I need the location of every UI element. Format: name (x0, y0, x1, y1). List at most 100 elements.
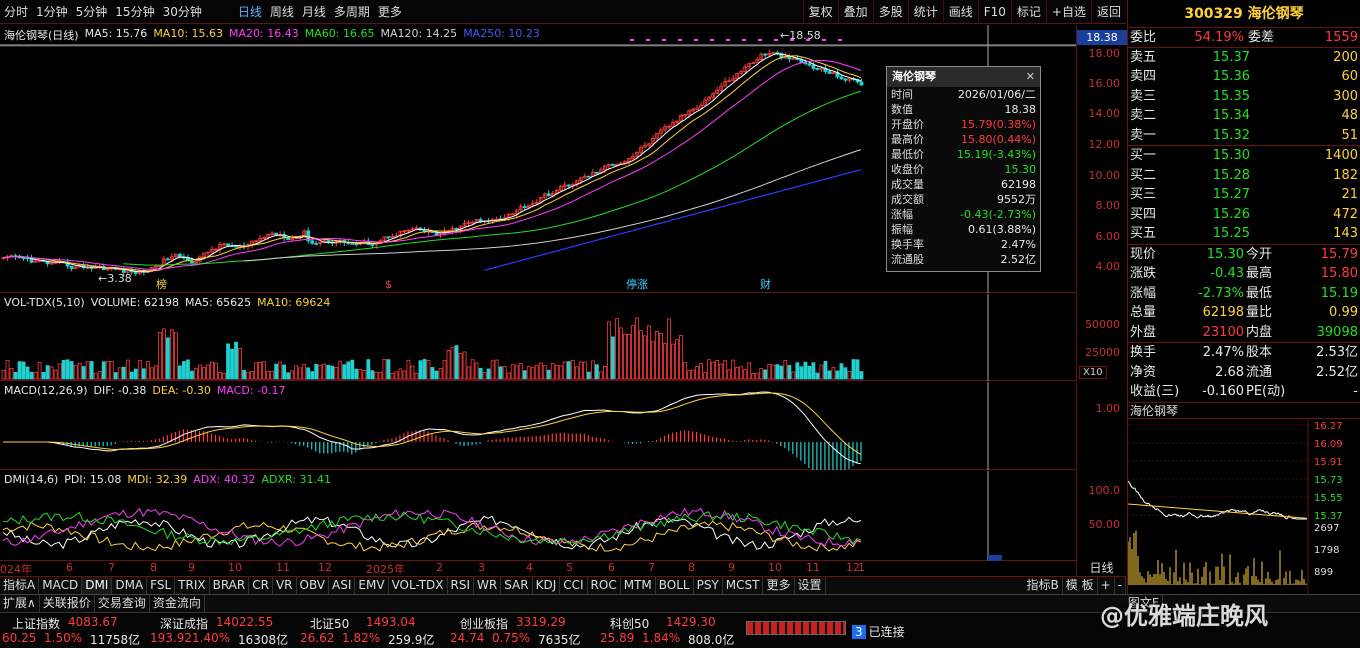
tab-more[interactable]: 更多 (377, 5, 402, 19)
indicator-tab-brar[interactable]: BRAR (210, 577, 250, 594)
volume-value: VOLUME: 62198 (90, 296, 179, 309)
indicator-tab-vr[interactable]: VR (273, 577, 297, 594)
volume-bar (655, 331, 659, 380)
indicator-tab-psy[interactable]: PSY (694, 577, 723, 594)
close-icon[interactable]: ✕ (1025, 70, 1035, 83)
bottom-right-tab[interactable]: 图文F (1125, 595, 1163, 612)
sells-row: 卖一 15.32 51 (1128, 126, 1360, 146)
indicator-tab-dma[interactable]: DMA (112, 577, 148, 594)
volume-bar (823, 360, 828, 380)
volume-bar (490, 360, 495, 380)
indicator-tab-sar[interactable]: SAR (501, 577, 533, 594)
candle-body (735, 72, 740, 79)
indicator-tab-asi[interactable]: ASI (329, 577, 356, 594)
volume-bar (198, 364, 202, 380)
candle-body (73, 266, 78, 269)
dmi-panel[interactable]: DMI(14,6) PDI: 15.08 MDI: 32.39 ADX: 40.… (0, 471, 1076, 561)
indicator-tab-设置[interactable]: 设置 (795, 577, 826, 594)
stat-row: 现价 15.30 今开 15.79 (1128, 245, 1360, 265)
period-label: 日线 (1076, 561, 1126, 576)
date-axis-label: 2 (436, 561, 443, 574)
tooltip-value: 9552万 (997, 193, 1036, 206)
tab-monthly[interactable]: 月线 (301, 5, 326, 19)
tab-weekly[interactable]: 周线 (269, 5, 294, 19)
tab-period-4[interactable]: 30分钟 (162, 5, 202, 19)
ma120-line (243, 149, 862, 262)
tab-period-2[interactable]: 5分钟 (75, 5, 108, 19)
tab-period-0[interactable]: 分时 (4, 5, 29, 19)
bottom-tab[interactable]: 交易查询 (95, 595, 150, 612)
stat-key: PE(动) (1246, 384, 1286, 399)
volume-bar (89, 361, 94, 380)
mini-intraday-panel[interactable]: 海伦钢琴 16.27 16.09 15.91 15.73 15.55 15.37 2697 1… (1127, 402, 1360, 595)
date-axis-label: 024年 (0, 563, 32, 576)
bottom-tab[interactable]: 资金流向 (150, 595, 205, 612)
indicator-tab-obv[interactable]: OBV (297, 577, 330, 594)
volume-bar (687, 370, 691, 380)
event-marker: 榜 (156, 277, 167, 291)
indicator-tab-roc[interactable]: ROC (588, 577, 621, 594)
candle-body (611, 164, 615, 166)
indicator-tab-rsi[interactable]: RSI (448, 577, 474, 594)
kline-panel[interactable]: 海伦钢琴(日线) MA5: 15.76 MA10: 15.63 MA20: 16… (0, 25, 1076, 293)
macd-dif: DIF: -0.38 (93, 384, 147, 397)
buys-row: 买三 15.27 21 (1128, 185, 1360, 205)
tab-period-3[interactable]: 15分钟 (115, 5, 155, 19)
indicator-tab-更多[interactable]: 更多 (763, 577, 795, 594)
draw-button[interactable]: 画线 (942, 0, 978, 24)
indicator-right-tab[interactable]: - (1115, 577, 1126, 594)
indicator-tab-cr[interactable]: CR (249, 577, 273, 594)
volume-bar (434, 370, 439, 380)
indicator-tab-kdj[interactable]: KDJ (533, 577, 561, 594)
macd-panel[interactable]: MACD(12,26,9) DIF: -0.38 DEA: -0.30 MACD… (0, 382, 1076, 470)
tooltip-row: 开盘价 15.79(0.38%) (887, 117, 1040, 132)
volume-panel[interactable]: VOL-TDX(5,10) VOLUME: 62198 MA5: 65625 M… (0, 294, 1076, 381)
tab-period-1[interactable]: 1分钟 (36, 5, 68, 19)
indicator-tab-trix[interactable]: TRIX (175, 577, 210, 594)
candle-body (398, 230, 403, 237)
indicator-tab-emv[interactable]: EMV (355, 577, 389, 594)
indicator-tab-boll[interactable]: BOLL (656, 577, 694, 594)
back-button[interactable]: 返回 (1090, 0, 1126, 24)
stat-key: 内盘 (1246, 324, 1273, 340)
candle-body (546, 193, 551, 197)
dmi-legend: DMI(14,6) PDI: 15.08 MDI: 32.39 ADX: 40.… (4, 473, 331, 486)
indicator-tab-vol-tdx[interactable]: VOL-TDX (389, 577, 448, 594)
f10-button[interactable]: F10 (977, 0, 1011, 24)
indicator-tab-mcst[interactable]: MCST (723, 577, 764, 594)
indicator-tab-mtm[interactable]: MTM (621, 577, 656, 594)
mark-button[interactable]: 标记 (1010, 0, 1046, 24)
candle-body (226, 243, 230, 247)
stat-key: 净资 (1130, 364, 1157, 380)
candle-body (69, 265, 74, 269)
add-watchlist-button[interactable]: +自选 (1045, 0, 1091, 24)
adjust-button[interactable]: 复权 (802, 0, 838, 24)
bottom-tab[interactable]: 关联报价 (40, 595, 95, 612)
indicator-tab-cci[interactable]: CCI (560, 577, 588, 594)
volume-bar (426, 360, 431, 380)
indicator-tab-wr[interactable]: WR (474, 577, 502, 594)
volume-bar (242, 369, 246, 380)
date-axis: 024年 6 7 8 9 10 11 12 2025年 2 3 4 5 6 7 8 9 10 11 12 1 (0, 561, 1076, 576)
bottom-tab[interactable]: 扩展∧ (0, 595, 40, 612)
tab-daily[interactable]: 日线 (237, 5, 262, 19)
price-tick: 8.00 (1095, 199, 1121, 212)
stats-button[interactable]: 统计 (907, 0, 943, 24)
overlay-button[interactable]: 叠加 (837, 0, 873, 24)
indicator-right-tab[interactable]: 模 板 (1063, 577, 1098, 594)
volume-bar (194, 368, 198, 380)
indicator-tab-指标a[interactable]: 指标A (0, 577, 40, 594)
tab-multi-period[interactable]: 多周期 (333, 5, 370, 19)
indicator-right-tab[interactable]: 指标B (1024, 577, 1063, 594)
sells-row: 卖四 15.36 60 (1128, 67, 1360, 87)
indicator-right-tab[interactable]: + (1098, 577, 1115, 594)
indicator-tab-macd[interactable]: MACD (39, 577, 83, 594)
candle-body (598, 169, 603, 173)
indicator-tab-fsl[interactable]: FSL (147, 577, 176, 594)
indicator-tab-dmi[interactable]: DMI (82, 577, 113, 594)
multi-stock-button[interactable]: 多股 (872, 0, 908, 24)
volume-bar (234, 341, 238, 380)
sells-row: 卖三 15.35 300 (1128, 87, 1360, 107)
buys-price: 15.25 (1212, 226, 1250, 241)
candle-body (382, 236, 387, 242)
